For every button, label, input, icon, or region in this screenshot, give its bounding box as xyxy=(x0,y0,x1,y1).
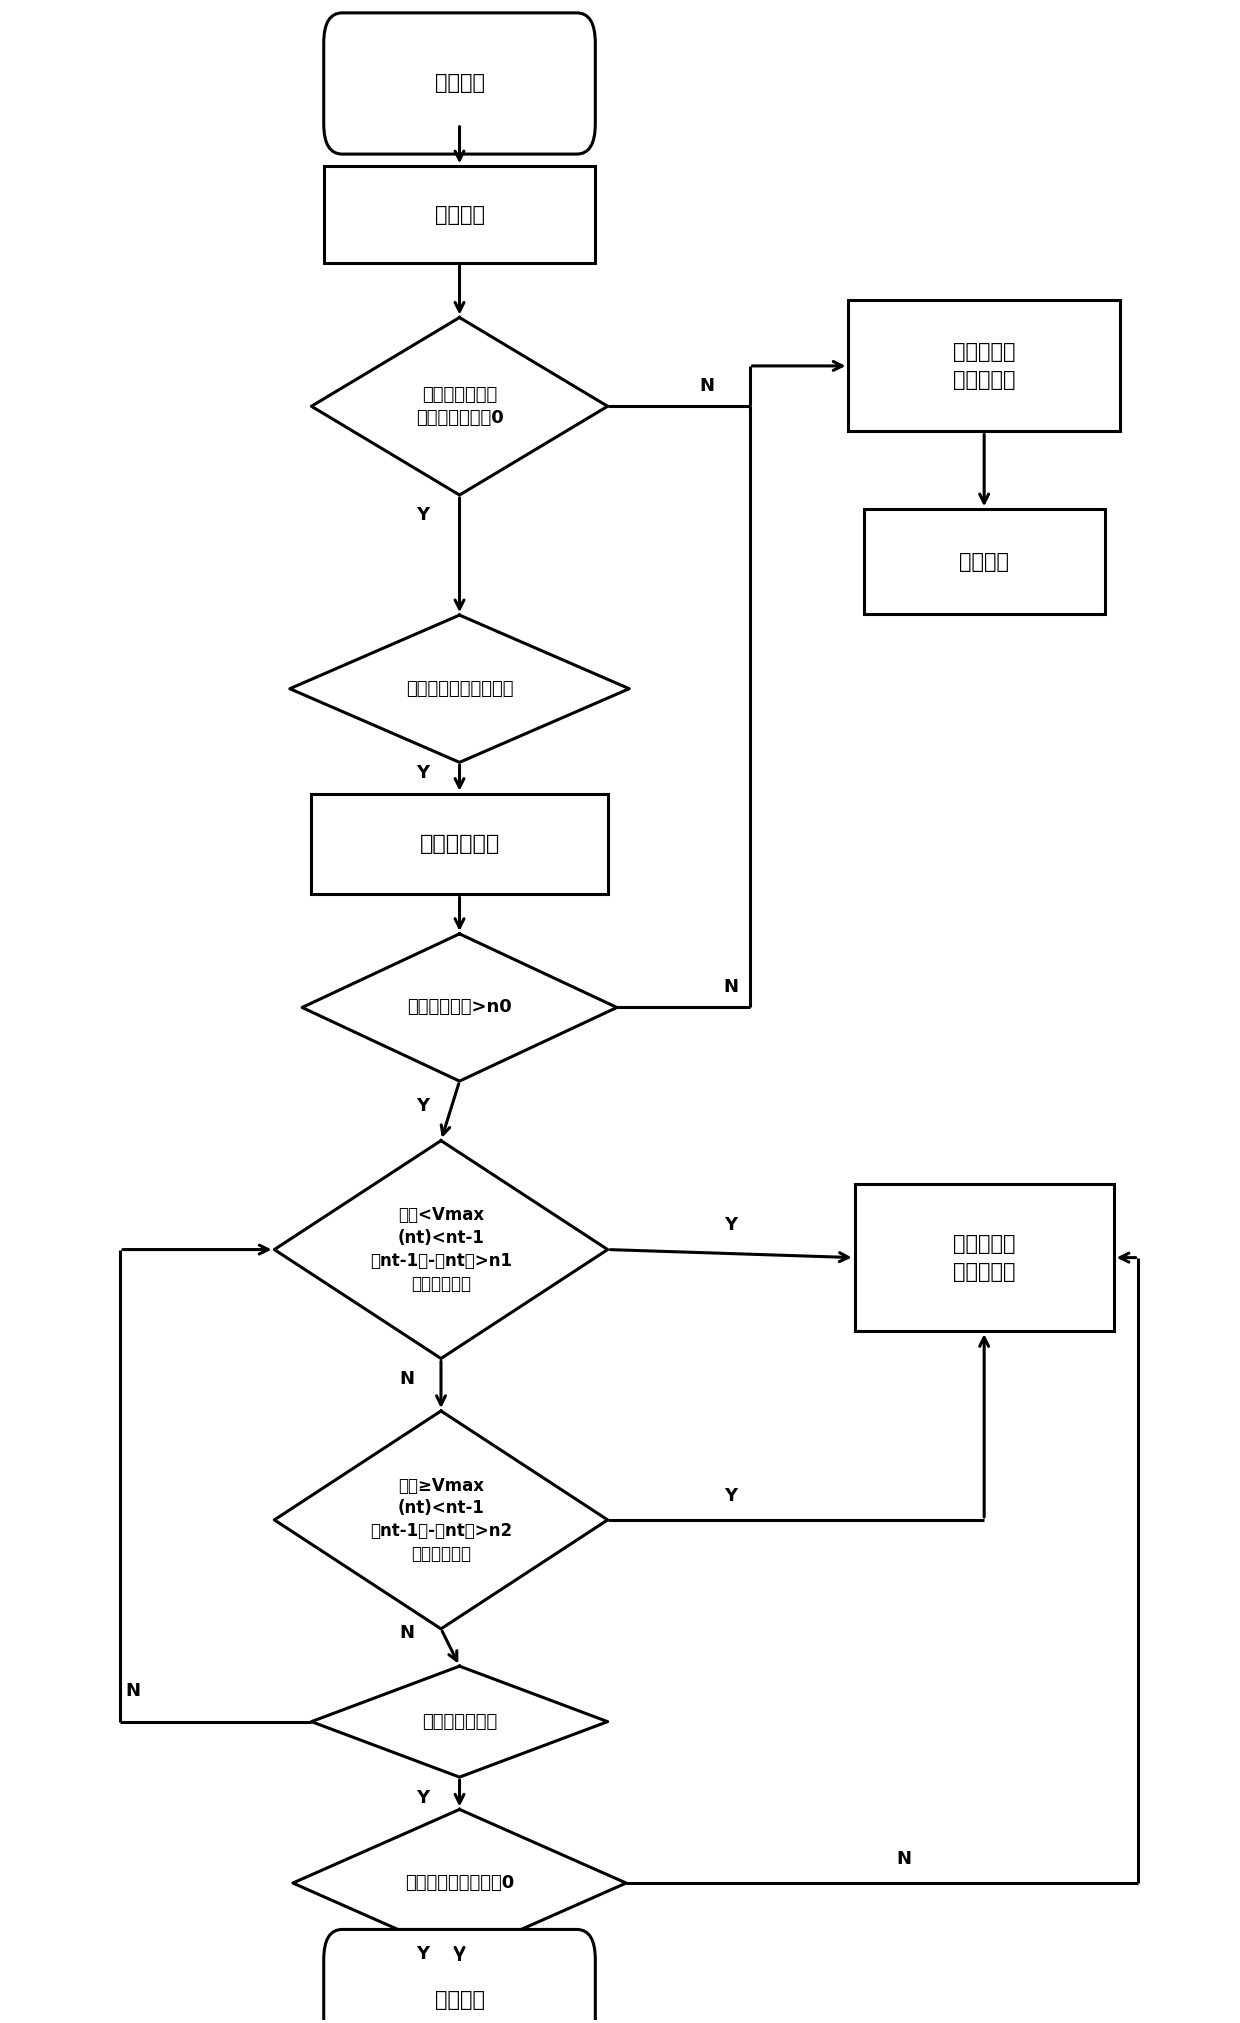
Text: N: N xyxy=(399,1624,414,1643)
Text: 整车是否满足行车条件: 整车是否满足行车条件 xyxy=(405,680,513,698)
Text: Y: Y xyxy=(415,1096,429,1115)
Polygon shape xyxy=(274,1410,608,1629)
Polygon shape xyxy=(303,935,618,1080)
Polygon shape xyxy=(311,1667,608,1776)
Text: N: N xyxy=(125,1683,140,1701)
Text: Y: Y xyxy=(415,765,429,783)
Text: Y: Y xyxy=(415,506,429,524)
Text: N: N xyxy=(699,376,714,394)
Text: Y: Y xyxy=(415,1788,429,1807)
Text: 系统上电: 系统上电 xyxy=(434,73,485,93)
FancyBboxPatch shape xyxy=(324,1930,595,2023)
Text: Y: Y xyxy=(724,1216,738,1234)
Text: 转向油泵使能: 转向油泵使能 xyxy=(419,833,500,854)
Text: 转向油泵非使能: 转向油泵非使能 xyxy=(422,1713,497,1730)
Bar xyxy=(848,299,1120,431)
Text: Y: Y xyxy=(724,1487,738,1505)
Text: 判断电机转速>n0: 判断电机转速>n0 xyxy=(407,999,512,1016)
Text: 自动启动低
压助力系统: 自动启动低 压助力系统 xyxy=(952,1234,1016,1283)
Polygon shape xyxy=(290,615,629,763)
Text: N: N xyxy=(399,1370,414,1388)
FancyBboxPatch shape xyxy=(324,12,595,154)
Text: 系统自检: 系统自检 xyxy=(434,204,485,225)
Text: Y: Y xyxy=(415,1944,429,1962)
Text: 判断电机转速是否为0: 判断电机转速是否为0 xyxy=(405,1873,515,1892)
Bar xyxy=(864,510,1105,615)
Text: 发送故障给
整车控制器: 发送故障给 整车控制器 xyxy=(952,342,1016,390)
Polygon shape xyxy=(274,1141,608,1359)
Bar xyxy=(311,793,608,894)
Text: 车速≥Vmax
(nt)<nt-1
（nt-1）-（nt）>n2
转向油泵使能: 车速≥Vmax (nt)<nt-1 （nt-1）-（nt）>n2 转向油泵使能 xyxy=(370,1477,512,1564)
Text: N: N xyxy=(897,1849,911,1867)
Text: 系统下电: 系统下电 xyxy=(434,1991,485,2011)
Text: 车速<Vmax
(nt)<nt-1
（nt-1）-（nt）>n1
转向油泵使能: 车速<Vmax (nt)<nt-1 （nt-1）-（nt）>n1 转向油泵使能 xyxy=(370,1206,512,1293)
Text: N: N xyxy=(724,979,739,995)
Bar xyxy=(324,166,595,263)
Bar xyxy=(854,1183,1114,1331)
Polygon shape xyxy=(293,1809,626,1956)
Text: 仪表报警: 仪表报警 xyxy=(960,552,1009,573)
Text: 转向油泵非使能
电机转速是否为0: 转向油泵非使能 电机转速是否为0 xyxy=(415,386,503,427)
Polygon shape xyxy=(311,318,608,496)
